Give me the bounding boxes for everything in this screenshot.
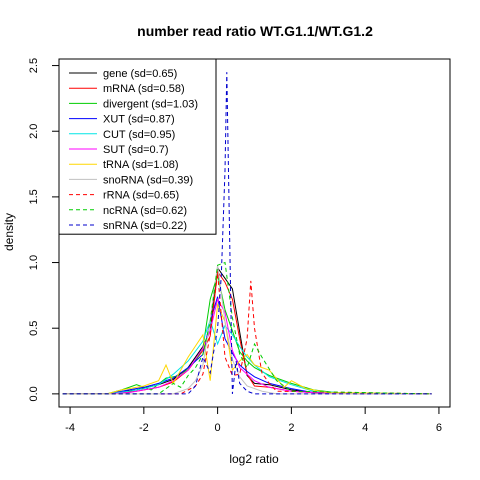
series-line-5 (62, 297, 432, 395)
y-tick-label: 2.0 (28, 124, 40, 139)
legend-label-4: CUT (sd=0.95) (103, 129, 175, 141)
y-tick-label: 0.5 (28, 321, 40, 336)
legend-label-3: XUT (sd=0.87) (103, 114, 175, 126)
x-tick-label: -4 (65, 422, 75, 434)
chart-title: number read ratio WT.G1.1/WT.G1.2 (137, 23, 373, 39)
legend-label-1: mRNA (sd=0.58) (103, 83, 185, 95)
series-line-8 (62, 273, 432, 395)
series-line-10 (62, 72, 432, 395)
x-tick-label: 0 (215, 422, 221, 434)
legend-label-7: snoRNA (sd=0.39) (103, 174, 193, 186)
legend-label-8: rRNA (sd=0.65) (103, 190, 179, 202)
y-tick-label: 1.0 (28, 255, 40, 270)
legend-label-2: divergent (sd=1.03) (103, 98, 198, 110)
x-tick-label: 4 (362, 422, 368, 434)
series-line-3 (62, 296, 432, 395)
legend: gene (sd=0.65) mRNA (sd=0.58) divergent (s… (58, 58, 217, 235)
x-tick-label: 2 (288, 422, 294, 434)
x-tick-label: -2 (139, 422, 149, 434)
series-line-9 (62, 261, 432, 395)
legend-label-6: tRNA (sd=1.08) (103, 159, 179, 171)
series-line-7 (62, 265, 432, 395)
y-tick-label: 0.0 (28, 386, 40, 401)
y-tick-label: 2.5 (28, 58, 40, 73)
y-axis-label: density (2, 213, 16, 251)
legend-label-9: ncRNA (sd=0.62) (103, 205, 187, 217)
series-lines (62, 72, 432, 395)
x-tick-label: 6 (436, 422, 442, 434)
x-axis-label: log2 ratio (229, 452, 279, 466)
legend-label-0: gene (sd=0.65) (103, 68, 177, 80)
series-line-6 (62, 302, 432, 395)
legend-label-5: SUT (sd=0.7) (103, 144, 169, 156)
legend-label-10: snRNA (sd=0.22) (103, 220, 187, 232)
y-tick-label: 1.5 (28, 189, 40, 204)
